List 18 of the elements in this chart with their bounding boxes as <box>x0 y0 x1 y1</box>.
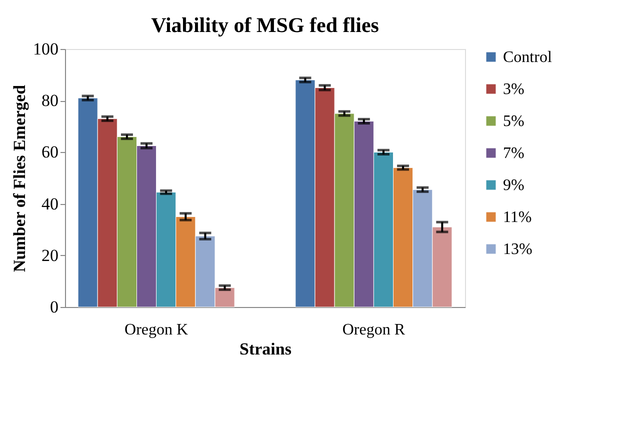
y-tick-label: 100 <box>33 40 58 58</box>
x-tick-label: Oregon K <box>124 322 189 338</box>
legend-label: 5% <box>503 113 524 130</box>
legend-label: 9% <box>503 177 524 194</box>
y-axis-title: Number of Flies Emerged <box>10 84 29 272</box>
legend-label: 13% <box>503 241 532 258</box>
y-tick-label: 0 <box>50 298 58 316</box>
y-tick-label: 80 <box>42 91 58 110</box>
y-tick-label: 60 <box>42 142 58 162</box>
x-tick-label: Oregon R <box>342 322 406 338</box>
legend-label: 7% <box>503 145 524 162</box>
legend-label: 3% <box>503 81 524 98</box>
legend-label: Control <box>503 49 552 66</box>
y-tick-label: 20 <box>42 246 58 265</box>
legend-label: 11% <box>503 209 532 226</box>
chart-title: Viability of MSG fed flies <box>151 13 379 37</box>
y-tick-label: 40 <box>42 194 58 214</box>
x-axis-title: Strains <box>240 340 292 358</box>
